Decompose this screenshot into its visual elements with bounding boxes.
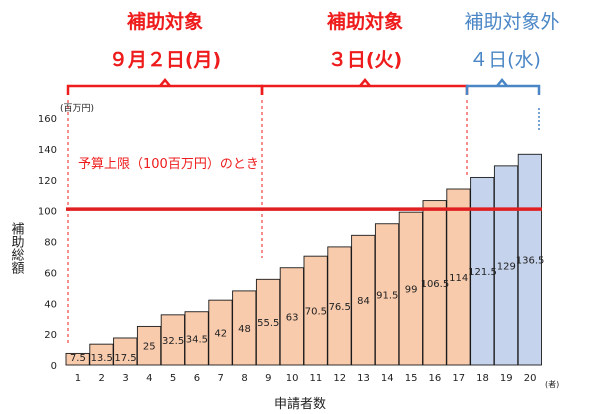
value-label-6: 34.5 (186, 334, 208, 345)
bar-4 (136, 325, 162, 366)
bar-19 (493, 165, 519, 366)
value-label-20: 136.5 (516, 256, 545, 267)
x-tick-19: 19 (500, 373, 513, 384)
y-tick-20: 20 (44, 330, 57, 341)
y-tick-0: 0 (51, 361, 57, 372)
value-label-15: 99 (405, 285, 418, 296)
x-tick-4: 4 (146, 373, 152, 384)
bar-20 (517, 153, 542, 366)
y-tick-120: 120 (38, 176, 57, 187)
x-tick-12: 12 (333, 373, 346, 384)
value-label-9: 55.5 (257, 318, 279, 329)
bar-17 (446, 188, 471, 366)
x-tick-8: 8 (241, 373, 247, 384)
value-label-13: 84 (357, 296, 370, 307)
x-axis-ticks: 1 2 3 4 5 6 7 8 9 10 11 12 13 14 15 16 17 18 19 20 (75, 373, 537, 384)
group1-bracket (66, 78, 264, 95)
bars-group (65, 153, 542, 366)
bar-15 (398, 211, 423, 366)
y-unit-label: (百万円) (60, 103, 94, 114)
bar-8 (232, 290, 257, 366)
group3-date: ４日(水) (469, 49, 541, 71)
x-tick-5: 5 (170, 373, 176, 384)
group3-bracket (465, 78, 541, 95)
bar-5 (160, 314, 185, 366)
x-tick-7: 7 (218, 373, 224, 384)
value-label-8: 48 (238, 324, 251, 335)
y-tick-100: 100 (38, 207, 57, 218)
group2-title: 補助対象 (326, 10, 403, 33)
group1-title: 補助対象 (126, 10, 203, 33)
x-tick-15: 15 (405, 373, 418, 384)
x-tick-6: 6 (194, 373, 200, 384)
bar-7 (208, 299, 233, 366)
y-axis-ticks: 0 20 40 60 80 100 120 140 160 (38, 114, 57, 372)
y-tick-60: 60 (44, 268, 57, 279)
value-label-2: 13.5 (91, 353, 113, 364)
bar-9 (255, 278, 281, 366)
bar-12 (327, 246, 352, 366)
budget-limit-label: 予算上限（100百万円）のとき (78, 157, 259, 172)
x-tick-3: 3 (122, 373, 128, 384)
group3-title: 補助対象外 (464, 11, 559, 33)
y-axis-title: 補助総額 (9, 222, 25, 275)
x-unit-label: (者) (545, 380, 559, 389)
value-label-10: 63 (286, 312, 299, 323)
group2-bracket (260, 78, 469, 95)
bar-1 (65, 352, 90, 366)
y-tick-80: 80 (44, 238, 57, 249)
bar-11 (303, 255, 328, 366)
value-labels: 7.5 13.5 17.5 25 32.5 34.5 42 48 55.5 63 70.5 76.5 8… (70, 256, 544, 364)
x-tick-18: 18 (476, 373, 489, 384)
bar-6 (184, 311, 209, 366)
x-tick-9: 9 (265, 373, 271, 384)
value-label-3: 17.5 (114, 353, 136, 364)
value-label-7: 42 (214, 329, 227, 340)
x-tick-14: 14 (381, 373, 394, 384)
bar-10 (279, 267, 304, 366)
value-label-16: 106.5 (421, 279, 450, 290)
group1-date: ９月２日(月) (109, 49, 221, 71)
value-label-1: 7.5 (70, 353, 86, 364)
value-label-11: 70.5 (305, 307, 327, 318)
value-label-12: 76.5 (329, 302, 351, 313)
x-tick-16: 16 (429, 373, 442, 384)
bar-2 (89, 343, 114, 366)
y-tick-40: 40 (44, 299, 57, 310)
bar-18 (470, 176, 495, 366)
value-label-17: 114 (449, 273, 468, 284)
x-axis-title: 申請者数 (274, 397, 326, 412)
y-tick-140: 140 (38, 145, 57, 156)
x-tick-20: 20 (524, 373, 537, 384)
bar-14 (374, 223, 400, 366)
x-tick-1: 1 (75, 373, 81, 384)
group2-date: ３日(火) (328, 49, 402, 71)
bar-3 (113, 337, 138, 366)
x-tick-11: 11 (310, 373, 323, 384)
value-label-18: 121.5 (468, 267, 497, 278)
value-label-14: 91.5 (376, 290, 398, 301)
x-tick-10: 10 (286, 373, 299, 384)
value-label-19: 129 (497, 261, 516, 272)
x-tick-17: 17 (452, 373, 465, 384)
x-tick-13: 13 (357, 373, 370, 384)
x-tick-2: 2 (99, 373, 105, 384)
value-label-5: 32.5 (162, 336, 184, 347)
value-label-4: 25 (143, 342, 156, 353)
bar-13 (351, 234, 376, 366)
bar-16 (422, 200, 447, 366)
y-tick-160: 160 (38, 114, 57, 125)
